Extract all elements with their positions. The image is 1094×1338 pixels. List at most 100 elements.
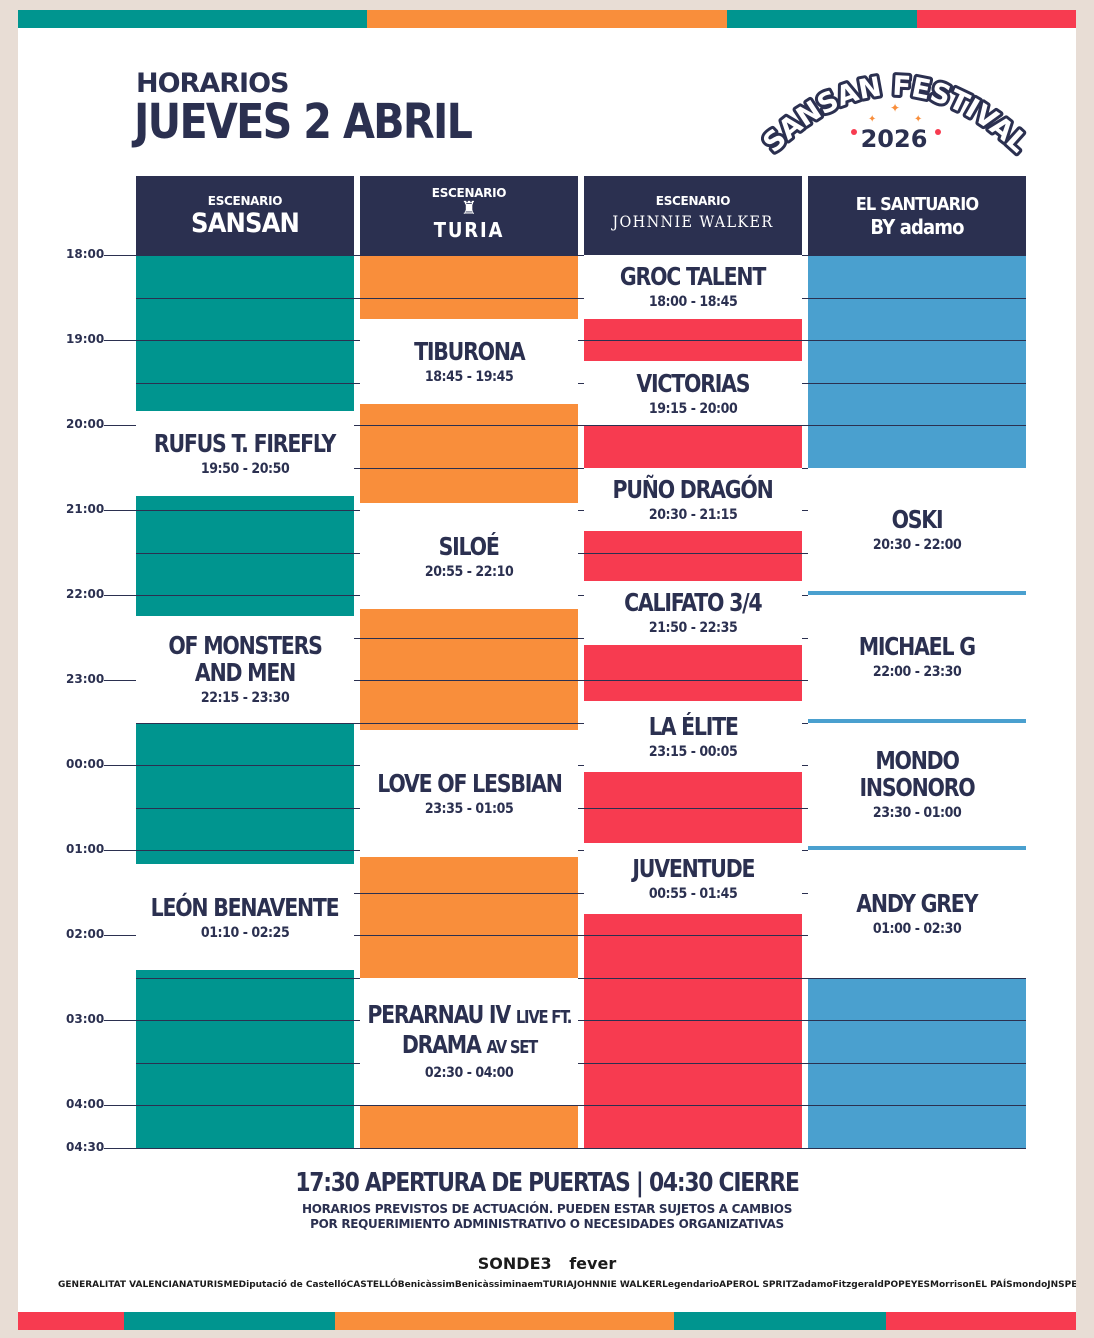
bottom-color-strip <box>18 1312 1076 1330</box>
set-time: 20:55 - 22:10 <box>424 563 514 580</box>
performance-slot[interactable]: LA ÉLITE 23:15 - 00:05 <box>584 701 802 773</box>
footer-note-line-2: POR REQUERIMIENTO ADMINISTRATIVO O NECES… <box>310 1217 784 1231</box>
artist-name: LOVE OF LESBIAN <box>376 768 563 798</box>
sponsor-logo: JOHNNIE WALKER <box>573 1280 663 1290</box>
performance-slot[interactable]: ANDY GREY 01:00 - 02:30 <box>808 850 1026 978</box>
set-time: 18:45 - 19:45 <box>424 368 514 385</box>
footer-note-line-1: HORARIOS PREVISTOS DE ACTUACIÓN. PUEDEN … <box>301 1202 793 1216</box>
sponsor-logo: CASTELLÓ <box>346 1280 398 1290</box>
time-label: 22:00 <box>66 587 105 601</box>
sponsor-fever: fever <box>569 1254 617 1273</box>
hour-line <box>104 255 1026 256</box>
logo-year: 2026 <box>861 125 928 153</box>
svg-text:✦: ✦ <box>890 101 900 115</box>
set-time: 20:30 - 22:00 <box>872 536 962 553</box>
castle-icon: ♜ <box>460 198 478 219</box>
set-time: 01:10 - 02:25 <box>200 924 290 941</box>
artist-name: LA ÉLITE <box>648 712 739 742</box>
artist-name: ANDY GREY <box>856 889 979 919</box>
performance-slot[interactable]: MONDO INSONORO 23:30 - 01:00 <box>808 722 1026 846</box>
svg-text:✦: ✦ <box>914 114 922 125</box>
sansan-festival-logo: SANSAN FESTIVAL 2026 ✦ ✦ ✦ <box>758 68 1028 162</box>
performance-slot[interactable]: RUFUS T. FIREFLY 19:50 - 20:50 <box>136 410 354 496</box>
set-time: 23:35 - 01:05 <box>424 800 514 817</box>
half-hour-line <box>136 637 1026 639</box>
hour-line <box>104 935 1026 936</box>
performance-slot[interactable]: OSKI 20:30 - 22:00 <box>808 467 1026 591</box>
sponsor-logo: JNSP <box>1047 1280 1072 1290</box>
artist-name: LEÓN BENAVENTE <box>151 892 340 922</box>
sponsor-logo: Legendario <box>662 1280 720 1290</box>
stage-header-turia: ESCENARIO ♜ TURIA <box>360 176 578 256</box>
sponsor-logo: mondo <box>1012 1280 1048 1290</box>
set-time: 01:00 - 02:30 <box>872 921 962 938</box>
sponsor-logo: Morrison <box>930 1280 976 1290</box>
sponsor-logos: GENERALITAT VALENCIANA TURISME Diputació d… <box>58 1280 1076 1290</box>
half-hour-line <box>136 807 1026 809</box>
header-small-title: HORARIOS <box>136 68 289 99</box>
set-time: 19:15 - 20:00 <box>648 400 738 417</box>
sponsor-logo: EUROPA FM <box>1071 1280 1076 1290</box>
performance-slot[interactable]: PUÑO DRAGÓN 20:30 - 21:15 <box>584 467 802 532</box>
performance-slot[interactable]: LEÓN BENAVENTE 01:10 - 02:25 <box>136 864 354 971</box>
artist-name: GROC TALENT <box>620 262 766 292</box>
schedule-poster: HORARIOS JUEVES 2 ABRIL SANSAN FESTIVAL … <box>18 10 1076 1330</box>
main-sponsors: SONDE3 fever <box>18 1254 1076 1273</box>
sponsor-logo: inaem <box>511 1280 543 1290</box>
set-time: 19:50 - 20:50 <box>200 460 290 477</box>
time-label: 04:00 <box>66 1097 105 1111</box>
performance-slot[interactable]: SILOÉ 20:55 - 22:10 <box>360 502 578 610</box>
artist-name: PERARNAU IV LIVE FT. <box>367 1000 572 1030</box>
set-time: 22:00 - 23:30 <box>872 664 962 681</box>
time-label: 21:00 <box>66 502 105 516</box>
stage-header-johnnie-walker: ESCENARIO JOHNNIE WALKER <box>584 176 802 256</box>
header-day-title: JUEVES 2 ABRIL <box>134 94 473 150</box>
artist-name: RUFUS T. FIREFLY <box>154 428 336 458</box>
time-label: 03:00 <box>66 1012 105 1026</box>
half-hour-line <box>136 382 1026 384</box>
svg-text:✦: ✦ <box>868 114 876 125</box>
end-line <box>104 1147 1026 1149</box>
time-label: 02:00 <box>66 927 105 941</box>
performance-slot[interactable]: CALIFATO 3/4 21:50 - 22:35 <box>584 580 802 645</box>
set-time: 22:15 - 23:30 <box>200 690 290 707</box>
performance-slot[interactable]: OF MONSTERS AND MEN 22:15 - 23:30 <box>136 616 354 723</box>
sponsor-logo: Benicàssim <box>454 1280 512 1290</box>
sponsor-logo: Fitzgerald <box>832 1280 884 1290</box>
sponsor-logo: EL PAÍS <box>975 1280 1013 1290</box>
set-time: 20:30 - 21:15 <box>648 506 738 523</box>
sponsor-logo: TURISME <box>193 1280 239 1290</box>
stage-header-santuario: EL SANTUARIO BY adamo <box>808 176 1026 256</box>
artist-name: JUVENTUDE <box>632 853 755 883</box>
time-label: 04:30 <box>66 1139 105 1154</box>
set-time: 21:50 - 22:35 <box>648 620 738 637</box>
artist-name: OSKI <box>891 504 944 534</box>
half-hour-line <box>136 977 1026 979</box>
sponsor-logo: GENERALITAT VALENCIANA <box>58 1280 194 1290</box>
performance-slot[interactable]: PERARNAU IV LIVE FT. DRAMA AV SET 02:30 - … <box>360 977 578 1105</box>
time-label: 00:00 <box>66 757 105 771</box>
performance-slot[interactable]: TIBURONA 18:45 - 19:45 <box>360 318 578 404</box>
set-time: 23:30 - 01:00 <box>872 805 962 822</box>
set-time: 23:15 - 00:05 <box>648 744 738 761</box>
time-label: 23:00 <box>66 672 105 686</box>
artist-name: OF MONSTERS AND MEN <box>168 631 323 688</box>
half-hour-line <box>136 552 1026 554</box>
performance-slot[interactable]: GROC TALENT 18:00 - 18:45 <box>584 255 802 319</box>
performance-slot[interactable]: VICTORIAS 19:15 - 20:00 <box>584 361 802 425</box>
performance-slot[interactable]: LOVE OF LESBIAN 23:35 - 01:05 <box>360 729 578 858</box>
hour-line <box>104 680 1026 681</box>
artist-name: TIBURONA <box>413 336 526 366</box>
sponsor-sonde3: SONDE3 <box>477 1254 552 1273</box>
sponsor-logo: TURIA <box>542 1280 574 1290</box>
performance-slot[interactable]: JUVENTUDE 00:55 - 01:45 <box>584 842 802 914</box>
time-label: 18:00 <box>66 247 105 261</box>
sponsor-logo: Benicàssim <box>397 1280 455 1290</box>
artist-name: PUÑO DRAGÓN <box>613 474 774 504</box>
hour-line <box>104 1105 1026 1106</box>
artist-name: MONDO INSONORO <box>859 746 976 803</box>
artist-name-line-2: DRAMA AV SET <box>401 1030 537 1060</box>
stage-header-sansan: ESCENARIO SANSAN <box>136 176 354 256</box>
artist-name: VICTORIAS <box>636 368 751 398</box>
performance-slot[interactable]: MICHAEL G 22:00 - 23:30 <box>808 595 1026 719</box>
